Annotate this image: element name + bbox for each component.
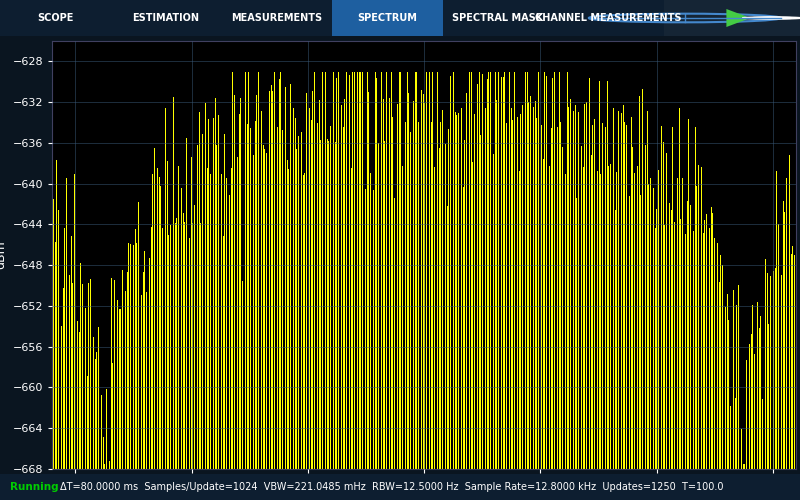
Y-axis label: dBm: dBm xyxy=(0,240,6,270)
Polygon shape xyxy=(726,9,750,27)
FancyBboxPatch shape xyxy=(332,0,442,36)
Text: ESTIMATION: ESTIMATION xyxy=(133,13,199,23)
FancyBboxPatch shape xyxy=(222,0,332,36)
FancyBboxPatch shape xyxy=(0,0,800,36)
FancyBboxPatch shape xyxy=(664,0,800,36)
Text: ΔT=80.0000 ms  Samples/Update=1024  VBW=221.0485 mHz  RBW=12.5000 Hz  Sample Rat: ΔT=80.0000 ms Samples/Update=1024 VBW=22… xyxy=(60,482,723,492)
FancyBboxPatch shape xyxy=(0,474,800,500)
Text: SPECTRAL MASK: SPECTRAL MASK xyxy=(452,13,544,23)
FancyBboxPatch shape xyxy=(0,0,110,36)
FancyBboxPatch shape xyxy=(554,0,664,36)
Text: CHANNEL MEASUREMENTS: CHANNEL MEASUREMENTS xyxy=(535,13,682,23)
Circle shape xyxy=(742,17,782,19)
Text: SCOPE: SCOPE xyxy=(37,13,74,23)
FancyBboxPatch shape xyxy=(110,0,222,36)
Text: Running: Running xyxy=(10,482,59,492)
Circle shape xyxy=(752,17,792,19)
FancyBboxPatch shape xyxy=(442,0,554,36)
Circle shape xyxy=(762,17,800,19)
Text: MEASUREMENTS: MEASUREMENTS xyxy=(231,13,322,23)
Text: SPECTRUM: SPECTRUM xyxy=(358,13,418,23)
X-axis label: Frequency (kHz): Frequency (kHz) xyxy=(373,494,475,500)
